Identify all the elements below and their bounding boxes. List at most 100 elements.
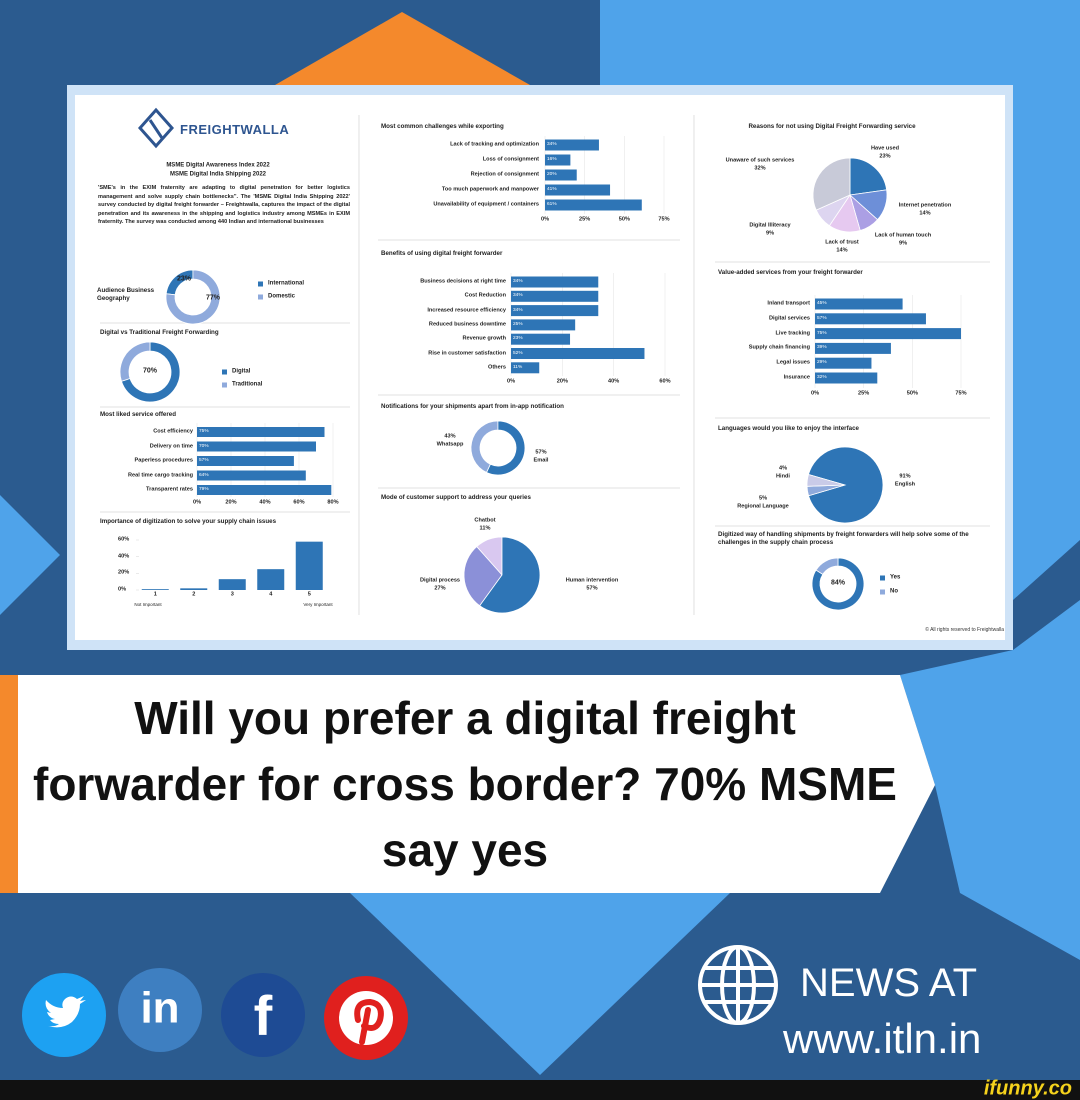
- slice: [811, 557, 865, 611]
- value-label: 84%: [830, 579, 846, 587]
- value-label: 77%: [205, 294, 221, 302]
- x-tick-label: 40%: [608, 378, 620, 385]
- legend-label: Traditional: [232, 381, 263, 388]
- legend-swatch: [880, 589, 885, 595]
- bar: [197, 441, 316, 452]
- value-label: 43%: [444, 433, 456, 440]
- x-tick-label: 20%: [225, 499, 237, 506]
- chart-title: Importance of digitization to solve your…: [100, 518, 277, 525]
- x-tick-label: 4: [269, 591, 273, 598]
- x-tick-label: 0%: [506, 378, 516, 385]
- value-label: 16%: [547, 157, 557, 163]
- value-label: 34%: [513, 293, 523, 299]
- linkedin-text: in: [140, 983, 180, 1033]
- bar: [257, 569, 285, 590]
- slice: [119, 341, 151, 382]
- x-tick-label: 50%: [618, 216, 630, 223]
- legend-label: No: [890, 588, 898, 595]
- value-label: 70%: [142, 367, 158, 375]
- value-label: 25%: [513, 321, 523, 327]
- value-label: 9%: [898, 240, 908, 247]
- headline-accent: [0, 675, 18, 893]
- bar: [197, 427, 325, 437]
- x-tick-label: 75%: [658, 216, 670, 223]
- legend-swatch: [880, 575, 885, 581]
- legend-swatch: [222, 369, 227, 375]
- x-tick-label: 3: [230, 591, 234, 598]
- legend-label: International: [268, 280, 305, 287]
- value-label: 20%: [547, 172, 557, 178]
- watermark: ifunny.co: [983, 1077, 1072, 1100]
- bar: [511, 319, 576, 331]
- bar: [511, 362, 540, 374]
- x-tick-label: 60%: [293, 499, 305, 506]
- value-label: 14%: [836, 247, 848, 254]
- chart-title: Mode of customer support to address your…: [381, 494, 531, 501]
- value-label: 34%: [513, 307, 523, 313]
- chart-title: Value-added services from your freight f…: [718, 269, 863, 276]
- logo-icon: [137, 107, 175, 149]
- category-label: Rejection of consignment: [470, 171, 539, 178]
- bg-shape: [275, 12, 530, 85]
- slice-label: Digital process: [419, 577, 461, 584]
- bar: [545, 139, 599, 151]
- x-tick-label: 1: [153, 591, 157, 598]
- bar: [545, 184, 611, 196]
- slice-label: Human intervention: [565, 577, 619, 584]
- value-label: 75%: [199, 429, 209, 435]
- x-tick-label: 0%: [540, 216, 550, 223]
- bar: [815, 313, 926, 325]
- value-label: 75%: [817, 330, 827, 336]
- bar: [141, 589, 169, 590]
- legend-swatch: [258, 294, 263, 300]
- subtitle: MSME Digital India Shipping 2022: [169, 171, 267, 178]
- x-tick-label: 0%: [192, 499, 202, 506]
- category-label: Insurance: [783, 374, 810, 381]
- chart-title: Reasons for not using Digital Freight Fo…: [748, 123, 916, 130]
- value-label: 57%: [535, 449, 547, 456]
- facebook-icon: [221, 973, 305, 1057]
- x-tick-label: 20%: [556, 378, 568, 385]
- value-label: 32%: [754, 165, 766, 172]
- category-label: Others: [487, 364, 506, 371]
- value-label: 23%: [513, 336, 523, 342]
- category-label: Digital services: [768, 315, 810, 322]
- bar: [511, 333, 571, 345]
- value-label: 64%: [199, 472, 209, 478]
- footer-strip: [0, 1080, 1080, 1100]
- bar: [545, 154, 571, 166]
- x-tick-label: 80%: [327, 499, 339, 506]
- value-label: 11%: [479, 525, 491, 532]
- value-label: 57%: [199, 458, 209, 464]
- x-tick-label: 5: [307, 591, 311, 598]
- bar: [545, 199, 642, 211]
- bar: [197, 485, 332, 495]
- slice-label: Internet penetration: [898, 202, 952, 209]
- category-label: Legal issues: [776, 359, 810, 366]
- slice: [806, 474, 846, 487]
- x-tick-label: 40%: [259, 499, 271, 506]
- bar: [511, 290, 599, 302]
- logo-text: FREIGHTWALLA: [180, 121, 290, 137]
- chart-title: Notifications for your shipments apart f…: [381, 403, 564, 410]
- linkedin-icon: [118, 968, 202, 1052]
- category-label: Increased resource efficiency: [427, 307, 506, 314]
- headline-banner: [18, 675, 935, 893]
- value-label: 45%: [817, 301, 827, 307]
- value-label: 23%: [176, 275, 192, 283]
- slice-label: English: [894, 481, 916, 488]
- value-label: 23%: [879, 153, 891, 160]
- y-tick-label: 60%: [118, 536, 130, 543]
- value-label: 11%: [513, 364, 523, 370]
- value-label: 4%: [778, 465, 788, 472]
- slice: [849, 157, 888, 196]
- slice: [165, 269, 221, 325]
- slice-label: Lack of trust: [825, 239, 859, 246]
- value-label: 5%: [758, 495, 768, 502]
- category-label: Rise in customer satisfaction: [428, 350, 506, 357]
- bar: [545, 169, 577, 181]
- bar: [815, 328, 961, 340]
- bg-shape: [600, 0, 1080, 600]
- value-label: 14%: [919, 210, 931, 217]
